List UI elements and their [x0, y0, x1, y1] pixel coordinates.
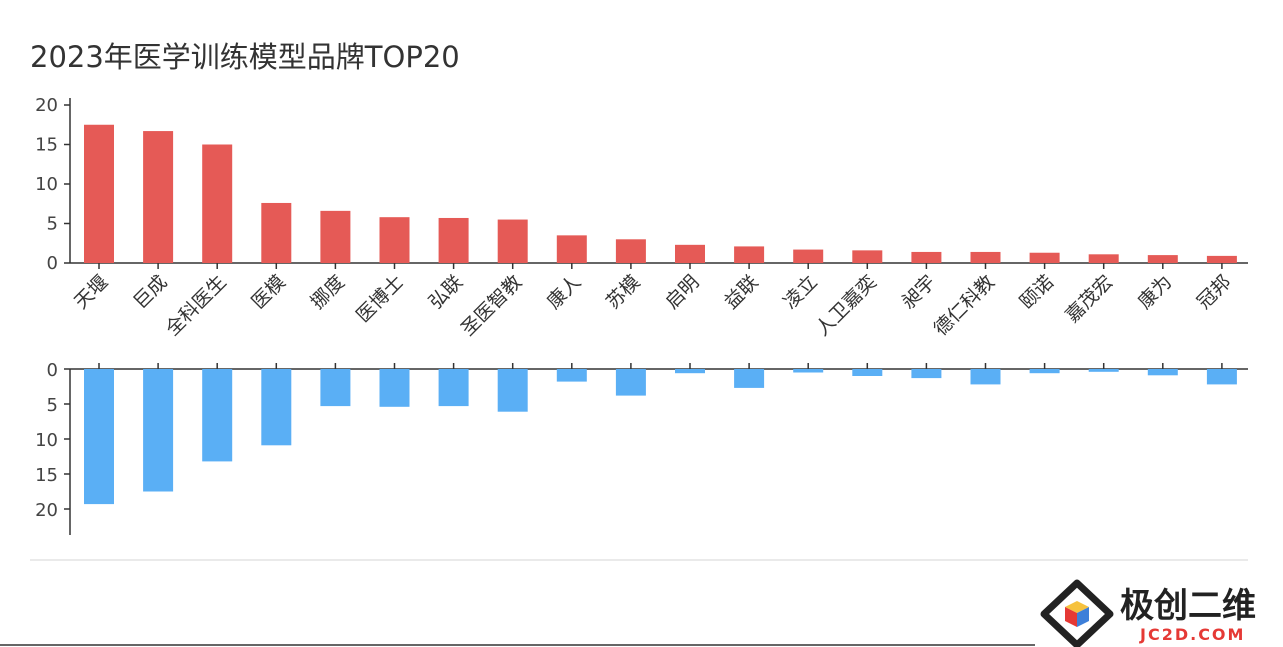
category-label: 苏模 [602, 271, 644, 313]
bar-upper [84, 124, 114, 263]
bar-upper [1147, 255, 1178, 263]
category-label: 康为 [1134, 271, 1176, 313]
bar-upper [320, 210, 351, 263]
bar-upper [1206, 255, 1237, 263]
logo-name: 极创二维 [1120, 586, 1256, 626]
bar-upper [734, 246, 765, 263]
category-label: 全科医生 [161, 271, 230, 340]
y-tick-label-upper: 0 [47, 253, 58, 274]
bar-lower [1147, 369, 1178, 376]
y-tick-label-lower: 15 [35, 465, 58, 486]
bar-upper [261, 202, 292, 263]
category-label: 圣医智教 [457, 271, 526, 340]
category-label: 昶宇 [897, 271, 939, 313]
bar-lower [615, 369, 646, 396]
bar-lower [852, 369, 883, 376]
bar-lower [379, 369, 410, 407]
bar-lower [970, 369, 1001, 385]
bar-lower [202, 369, 233, 462]
y-tick-label-lower: 20 [35, 500, 58, 521]
bar-lower [793, 369, 824, 373]
bar-upper [793, 249, 824, 263]
bar-lower [1029, 369, 1060, 374]
bar-upper [970, 251, 1001, 263]
y-tick-label-upper: 5 [47, 214, 58, 235]
logo-site: JC2D.COM [1139, 625, 1245, 644]
bar-lower [320, 369, 351, 407]
bar-lower [1206, 369, 1237, 385]
y-tick-label-upper: 20 [35, 95, 58, 116]
bar-upper [202, 144, 233, 263]
cube-logo-icon [1040, 579, 1114, 647]
bar-upper [615, 239, 646, 263]
category-label: 康人 [543, 271, 585, 313]
category-label: 弘联 [425, 271, 467, 313]
category-label: 颐诺 [1016, 271, 1058, 313]
bar-lower [1088, 369, 1119, 372]
bar-upper [1088, 254, 1119, 263]
bar-upper [1029, 252, 1060, 263]
category-label: 天堰 [70, 271, 112, 313]
bar-lower [261, 369, 292, 446]
bar-lower [556, 369, 587, 382]
brand-logo: 极创二维 JC2D.COM [1040, 579, 1256, 647]
category-label: 医模 [247, 271, 289, 313]
bar-lower [911, 369, 942, 379]
bar-upper [556, 235, 587, 263]
y-tick-label-lower: 0 [47, 360, 58, 381]
category-label: 挪度 [306, 271, 348, 313]
y-tick-label-lower: 5 [47, 395, 58, 416]
category-label: 冠邦 [1193, 271, 1235, 313]
bar-lower [438, 369, 469, 407]
category-label: 德仁科教 [930, 271, 999, 340]
category-label: 凌立 [779, 271, 821, 313]
bar-upper [438, 217, 469, 263]
upper-panel: 0 5 10 15 20 [35, 95, 1248, 274]
bar-upper [911, 251, 942, 263]
bar-lower [675, 369, 705, 374]
chart-title: 2023年医学训练模型品牌TOP20 [30, 40, 460, 74]
bar-lower [143, 369, 174, 492]
lower-panel: 0 5 10 15 20 [35, 360, 1248, 535]
bar-lower [84, 369, 114, 505]
y-tick-label-lower: 10 [35, 430, 58, 451]
bar-upper [852, 250, 883, 263]
category-label: 巨成 [129, 271, 171, 313]
y-tick-label-upper: 10 [35, 174, 58, 195]
bar-upper [143, 131, 174, 263]
category-label: 人卫嘉奕 [812, 271, 881, 340]
bar-upper [379, 217, 410, 263]
bar-upper [675, 244, 705, 263]
bar-lower [734, 369, 765, 388]
category-label: 医博士 [352, 271, 408, 327]
category-label: 嘉茂宏 [1061, 271, 1117, 327]
bar-lower [497, 369, 528, 412]
category-label: 启明 [661, 271, 703, 313]
category-label: 益联 [720, 271, 762, 313]
y-tick-label-upper: 15 [35, 135, 58, 156]
bar-upper [497, 219, 528, 263]
